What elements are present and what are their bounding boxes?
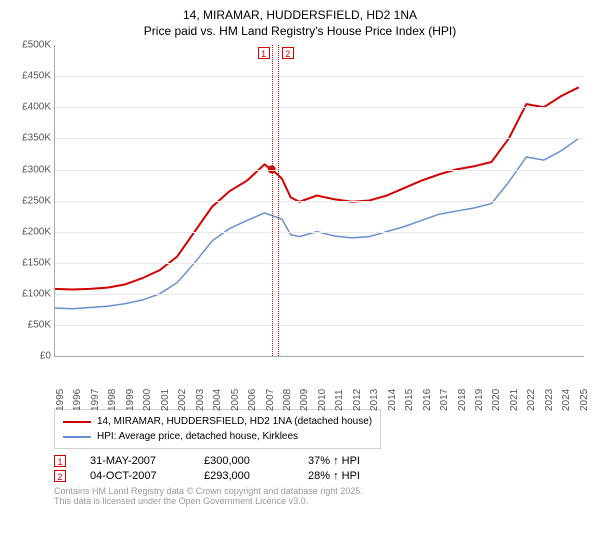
x-tick-label: 2012 <box>352 389 363 411</box>
x-tick-label: 2024 <box>561 389 572 411</box>
sales-row-badge: 2 <box>54 470 66 482</box>
x-tick-label: 1997 <box>90 389 101 411</box>
x-tick-label: 2009 <box>299 389 310 411</box>
x-tick-label: 2018 <box>457 389 468 411</box>
x-tick-label: 2025 <box>579 389 590 411</box>
footnote-line-1: Contains HM Land Registry data © Crown c… <box>54 486 590 496</box>
sales-table: 1 31-MAY-2007 £300,000 37% ↑ HPI 2 04-OCT-200… <box>54 455 590 482</box>
y-tick-label: £400K <box>11 102 51 113</box>
series-address <box>55 87 579 289</box>
gridline-h <box>55 201 584 202</box>
series-hpi <box>55 138 579 308</box>
sales-row-price: £300,000 <box>204 455 284 467</box>
x-tick-label: 2011 <box>334 390 345 412</box>
x-tick-label: 2001 <box>160 389 171 411</box>
x-tick-label: 2000 <box>142 389 153 411</box>
gridline-h <box>55 294 584 295</box>
legend-label: 14, MIRAMAR, HUDDERSFIELD, HD2 1NA (deta… <box>97 414 372 429</box>
y-tick-label: £350K <box>11 133 51 144</box>
footnote-line-2: This data is licensed under the Open Gov… <box>54 496 590 506</box>
x-tick-label: 2023 <box>544 389 555 411</box>
x-tick-label: 2008 <box>282 389 293 411</box>
chart-area: £0 £50K £100K £150K £200K £250K £300K £350K £400… <box>10 45 590 405</box>
sales-row-date: 31-MAY-2007 <box>90 455 180 467</box>
y-tick-label: £0 <box>11 351 51 362</box>
x-tick-label: 1996 <box>72 389 83 411</box>
x-tick-label: 2015 <box>404 389 415 411</box>
title-block: 14, MIRAMAR, HUDDERSFIELD, HD2 1NA Price… <box>10 8 590 39</box>
x-tick-label: 2004 <box>212 389 223 411</box>
y-tick-label: £50K <box>11 320 51 331</box>
x-tick-label: 2006 <box>247 389 258 411</box>
sales-row-pct: 28% ↑ HPI <box>308 470 388 482</box>
x-tick-label: 2019 <box>474 389 485 411</box>
sales-row-date: 04-OCT-2007 <box>90 470 180 482</box>
footnote: Contains HM Land Registry data © Crown c… <box>54 486 590 506</box>
legend-row: 14, MIRAMAR, HUDDERSFIELD, HD2 1NA (deta… <box>63 414 372 429</box>
x-tick-label: 2021 <box>509 389 520 411</box>
sales-table-row: 2 04-OCT-2007 £293,000 28% ↑ HPI <box>54 470 590 482</box>
title-line-1: 14, MIRAMAR, HUDDERSFIELD, HD2 1NA <box>10 8 590 24</box>
x-tick-label: 2007 <box>265 389 276 411</box>
legend-swatch <box>63 421 91 423</box>
x-tick-label: 2003 <box>195 389 206 411</box>
sales-table-row: 1 31-MAY-2007 £300,000 37% ↑ HPI <box>54 455 590 467</box>
sales-row-badge: 1 <box>54 455 66 467</box>
sale-marker-badge: 2 <box>282 47 294 59</box>
chart-container: 14, MIRAMAR, HUDDERSFIELD, HD2 1NA Price… <box>0 0 600 560</box>
x-tick-label: 2013 <box>369 389 380 411</box>
x-tick-label: 2020 <box>491 389 502 411</box>
x-tick-label: 2010 <box>317 389 328 411</box>
legend-box: 14, MIRAMAR, HUDDERSFIELD, HD2 1NA (deta… <box>54 409 381 449</box>
y-tick-label: £300K <box>11 164 51 175</box>
x-tick-label: 1999 <box>125 389 136 411</box>
legend-row: HPI: Average price, detached house, Kirk… <box>63 429 372 444</box>
x-tick-label: 2005 <box>230 389 241 411</box>
y-tick-label: £200K <box>11 226 51 237</box>
x-tick-label: 2022 <box>526 389 537 411</box>
x-tick-label: 1995 <box>55 389 66 411</box>
x-tick-label: 2014 <box>387 389 398 411</box>
sales-row-price: £293,000 <box>204 470 284 482</box>
plot-region: £0£50K£100K£150K£200K£250K£300K£350K£400… <box>54 45 584 357</box>
sale-marker-badge: 1 <box>258 47 270 59</box>
gridline-h <box>55 107 584 108</box>
y-tick-label: £450K <box>11 71 51 82</box>
sale-marker-line <box>278 45 279 356</box>
legend-swatch <box>63 436 91 438</box>
title-line-2: Price paid vs. HM Land Registry's House … <box>10 24 590 40</box>
y-tick-label: £500K <box>11 40 51 51</box>
y-tick-label: £100K <box>11 288 51 299</box>
gridline-h <box>55 325 584 326</box>
x-tick-label: 2017 <box>439 389 450 411</box>
legend-label: HPI: Average price, detached house, Kirk… <box>97 429 298 444</box>
sale-marker-line <box>272 45 273 356</box>
gridline-h <box>55 263 584 264</box>
x-tick-label: 2002 <box>177 389 188 411</box>
y-tick-label: £250K <box>11 195 51 206</box>
gridline-h <box>55 76 584 77</box>
x-tick-label: 2016 <box>422 389 433 411</box>
gridline-h <box>55 232 584 233</box>
x-tick-label: 1998 <box>107 389 118 411</box>
gridline-h <box>55 138 584 139</box>
gridline-h <box>55 170 584 171</box>
sales-row-pct: 37% ↑ HPI <box>308 455 388 467</box>
y-tick-label: £150K <box>11 257 51 268</box>
